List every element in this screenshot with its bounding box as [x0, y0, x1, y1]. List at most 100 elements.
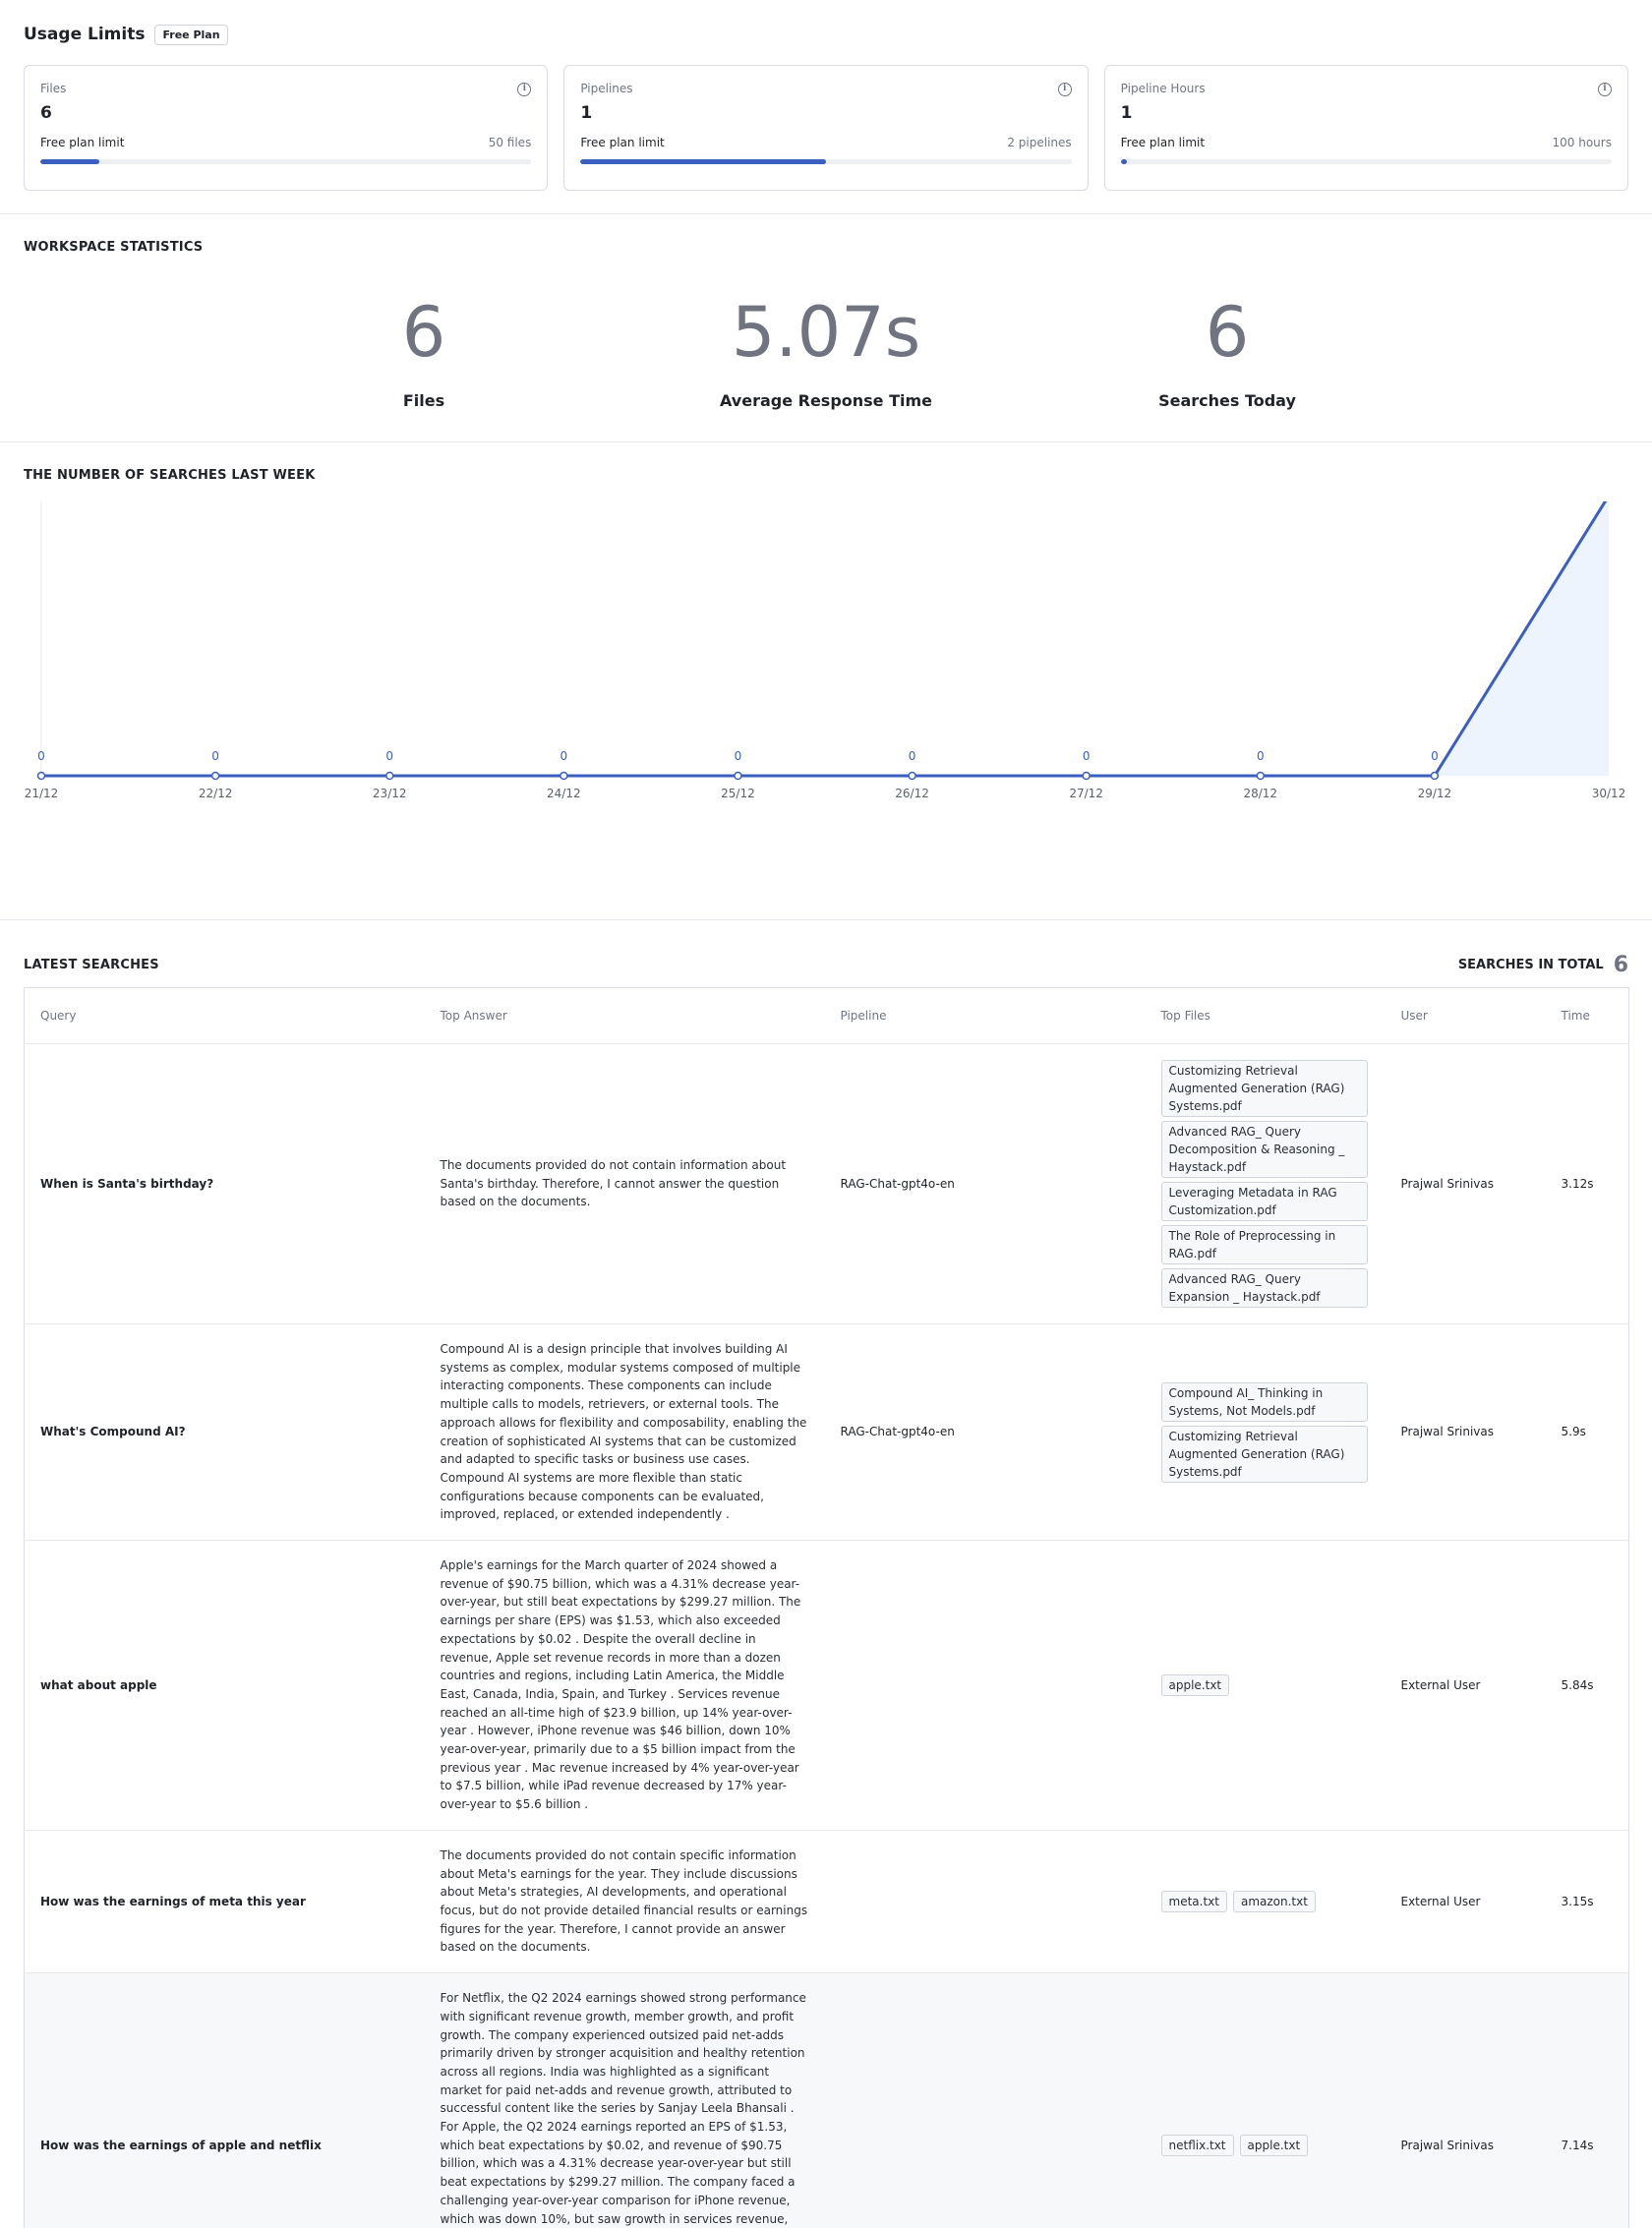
info-icon[interactable]: i: [517, 83, 532, 96]
usage-progress-bar: [580, 159, 1072, 164]
answer-cell: For Netflix, the Q2 2024 earnings showed…: [424, 1972, 825, 2228]
stat-value: 6: [401, 292, 446, 373]
file-chip[interactable]: apple.txt: [1239, 2135, 1309, 2157]
data-point: [1430, 771, 1440, 781]
searches-line-chart: 0 21/12 0 22/12 0 23/12 0 24/12 0 25/12 0 26/12 0 27/…: [25, 501, 1626, 800]
data-label: 0: [385, 749, 393, 763]
x-tick-label: 30/12: [1592, 787, 1626, 800]
stat-label: Searches Today: [1158, 391, 1296, 410]
x-tick-label: 22/12: [199, 787, 233, 800]
x-tick-label: 26/12: [895, 787, 929, 800]
stat-files: 6 Files: [276, 291, 571, 410]
data-label: 0: [909, 749, 916, 763]
searches-chart-section: THE NUMBER OF SEARCHES LAST WEEK 0 21/12 0…: [0, 442, 1652, 920]
card-limit-label: Free plan limit: [40, 136, 125, 149]
card-value: 1: [1120, 103, 1133, 123]
file-chip[interactable]: apple.txt: [1160, 1673, 1230, 1696]
time-cell: 5.9s: [1545, 1323, 1629, 1542]
data-label: 0: [37, 749, 45, 763]
file-chip[interactable]: meta.txt: [1160, 1890, 1227, 1912]
file-chip[interactable]: Leveraging Metadata in RAG Customization…: [1160, 1182, 1368, 1221]
usage-limits-section: Usage Limits Free Plan Files i 6 Free pl…: [0, 0, 1652, 214]
x-tick-label: 28/12: [1243, 787, 1277, 800]
file-chip[interactable]: Advanced RAG_ Query Expansion _ Haystack…: [1160, 1268, 1368, 1308]
file-chip[interactable]: Customizing Retrieval Augmented Generati…: [1160, 1425, 1368, 1483]
x-tick-label: 29/12: [1418, 787, 1452, 800]
answer-cell: The documents provided do not contain sp…: [424, 1830, 825, 1974]
data-point: [560, 771, 568, 781]
file-chip-list: netflix.txt apple.txt: [1160, 2135, 1370, 2157]
plan-badge: Free Plan: [154, 24, 228, 45]
stat-label: Average Response Time: [719, 391, 933, 410]
table-row[interactable]: How was the earnings of apple and netfli…: [24, 1972, 1629, 2228]
usage-progress-bar: [40, 159, 532, 164]
x-tick-label: 21/12: [25, 787, 59, 800]
searches-table: Query Top Answer Pipeline Top Files User…: [24, 987, 1629, 2228]
query-cell: What's Compound AI?: [24, 1323, 425, 1542]
pipeline-cell: [824, 1972, 1146, 2228]
query-cell: When is Santa's birthday?: [24, 1043, 425, 1324]
card-limit-max: 50 files: [488, 136, 532, 149]
section-title: THE NUMBER OF SEARCHES LAST WEEK: [24, 468, 316, 483]
total-label: SEARCHES IN TOTAL: [1457, 957, 1604, 972]
query-cell: How was the earnings of apple and netfli…: [24, 1972, 425, 2228]
stat-searches-today: 6 Searches Today: [1080, 291, 1375, 410]
file-chip[interactable]: Compound AI_ Thinking in Systems, Not Mo…: [1160, 1381, 1368, 1422]
data-label: 0: [1083, 749, 1091, 763]
file-chip[interactable]: amazon.txt: [1232, 1890, 1316, 1912]
query-cell: How was the earnings of meta this year: [24, 1830, 425, 1974]
info-icon[interactable]: i: [1057, 83, 1072, 96]
file-chip[interactable]: netflix.txt: [1160, 2135, 1234, 2157]
x-tick-label: 27/12: [1069, 787, 1103, 800]
top-files-cell: Customizing Retrieval Augmented Generati…: [1145, 1043, 1386, 1324]
series-line: [41, 501, 1608, 778]
usage-header: Usage Limits Free Plan: [24, 24, 1628, 45]
pipeline-cell: [824, 1540, 1146, 1831]
total-value: 6: [1613, 952, 1628, 977]
pipeline-cell: [824, 1830, 1146, 1974]
workspace-statistics-section: WORKSPACE STATISTICS 6 Files 5.07s Avera…: [0, 214, 1652, 442]
file-chip[interactable]: The Role of Preprocessing in RAG.pdf: [1160, 1225, 1368, 1264]
data-label: 0: [1257, 749, 1265, 763]
time-cell: 5.84s: [1545, 1540, 1629, 1831]
table-row[interactable]: What's Compound AI? Compound AI is a desi…: [24, 1323, 1629, 1542]
user-cell: External User: [1385, 1540, 1546, 1831]
table-row[interactable]: How was the earnings of meta this year Th…: [24, 1830, 1629, 1974]
top-files-cell: Compound AI_ Thinking in Systems, Not Mo…: [1145, 1323, 1386, 1542]
info-icon[interactable]: i: [1597, 83, 1612, 96]
column-header[interactable]: User: [1385, 987, 1546, 1044]
table-row[interactable]: When is Santa's birthday? The documents p…: [24, 1043, 1629, 1324]
query-cell: what about apple: [24, 1540, 425, 1831]
usage-progress-fill: [1120, 159, 1127, 164]
column-header[interactable]: Top Answer: [424, 987, 825, 1044]
card-label: Files: [40, 82, 67, 95]
usage-card-pipeline-hours: Pipeline Hours i 1 Free plan limit 100 h…: [1103, 65, 1628, 191]
file-chip-list: Customizing Retrieval Augmented Generati…: [1160, 1060, 1370, 1308]
file-chip-list: meta.txt amazon.txt: [1160, 1890, 1370, 1912]
card-limit-label: Free plan limit: [1120, 136, 1206, 149]
time-cell: 7.14s: [1545, 1972, 1629, 2228]
usage-cards: Files i 6 Free plan limit 50 files Pipel…: [24, 65, 1628, 191]
answer-cell: The documents provided do not contain in…: [424, 1043, 825, 1324]
card-label: Pipeline Hours: [1120, 82, 1206, 95]
usage-card-pipelines: Pipelines i 1 Free plan limit 2 pipeline…: [563, 65, 1089, 191]
usage-progress-fill: [580, 159, 826, 164]
usage-title: Usage Limits: [24, 25, 146, 44]
card-value: 6: [40, 103, 52, 123]
user-cell: Prajwal Srinivas: [1385, 1972, 1546, 2228]
searches-total: SEARCHES IN TOTAL 6: [1458, 953, 1628, 977]
column-header[interactable]: Time: [1545, 987, 1629, 1044]
file-chip[interactable]: Customizing Retrieval Augmented Generati…: [1160, 1060, 1368, 1117]
user-cell: Prajwal Srinivas: [1385, 1043, 1546, 1324]
usage-progress-fill: [40, 159, 99, 164]
table-header-row: Query Top Answer Pipeline Top Files User…: [24, 987, 1629, 1044]
column-header[interactable]: Top Files: [1145, 987, 1386, 1044]
column-header[interactable]: Pipeline: [824, 987, 1146, 1044]
data-point: [210, 771, 220, 781]
table-row[interactable]: what about apple Apple's earnings for the…: [24, 1540, 1629, 1831]
usage-progress-bar: [1120, 159, 1612, 164]
card-value: 1: [580, 103, 593, 123]
column-header[interactable]: Query: [24, 987, 425, 1044]
file-chip[interactable]: Advanced RAG_ Query Decomposition & Reas…: [1160, 1121, 1368, 1178]
card-label: Pipelines: [580, 82, 633, 95]
